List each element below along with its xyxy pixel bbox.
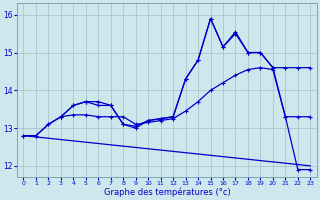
X-axis label: Graphe des températures (°c): Graphe des températures (°c) <box>104 187 230 197</box>
